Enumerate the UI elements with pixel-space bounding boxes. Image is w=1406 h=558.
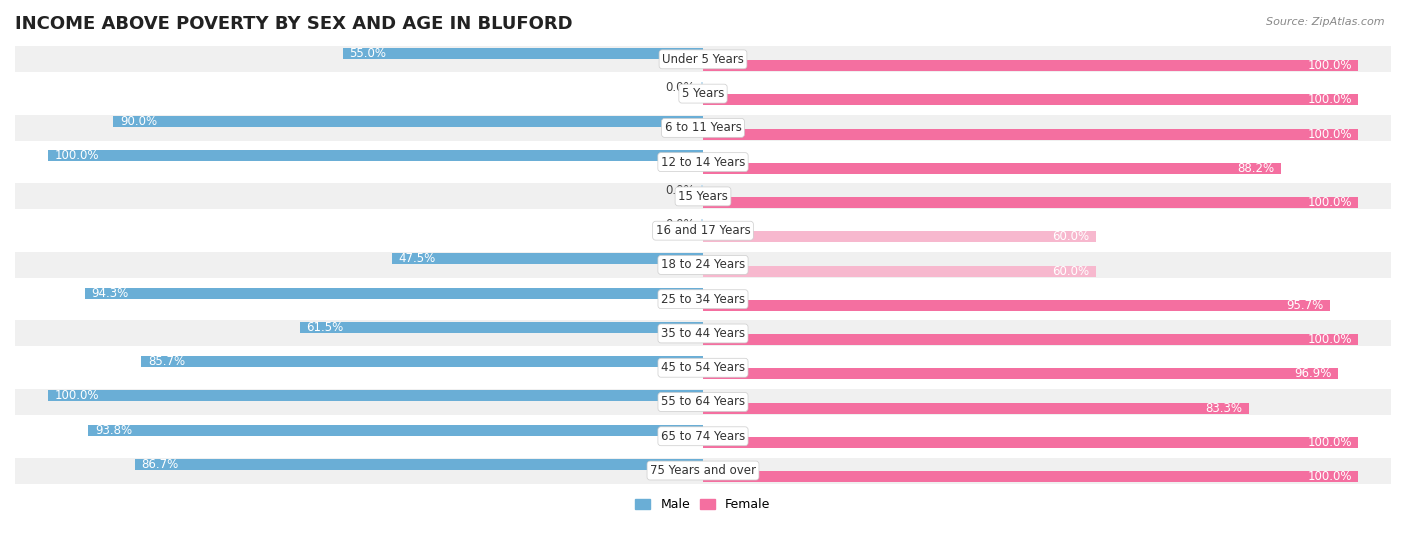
Text: 100.0%: 100.0% [55,389,98,402]
Bar [15,252,1391,278]
Bar [15,184,1391,209]
Bar [703,266,1097,277]
Text: INCOME ABOVE POVERTY BY SEX AND AGE IN BLUFORD: INCOME ABOVE POVERTY BY SEX AND AGE IN B… [15,15,572,33]
Bar [15,218,1391,244]
Text: Source: ZipAtlas.com: Source: ZipAtlas.com [1267,17,1385,27]
Bar [703,437,1358,448]
Bar [703,368,1339,379]
Bar [114,116,703,127]
Bar [703,232,1097,242]
Bar [703,334,1358,345]
Bar [15,286,1391,312]
Text: 55 to 64 Years: 55 to 64 Years [661,396,745,408]
Text: 61.5%: 61.5% [307,321,344,334]
Bar [703,300,1330,311]
Bar [703,94,1358,105]
Text: 100.0%: 100.0% [1308,436,1351,449]
Bar [702,185,703,196]
Text: 16 and 17 Years: 16 and 17 Years [655,224,751,237]
Text: 65 to 74 Years: 65 to 74 Years [661,430,745,442]
Text: 0.0%: 0.0% [665,81,695,94]
Text: 12 to 14 Years: 12 to 14 Years [661,156,745,169]
Bar [142,356,703,367]
Text: 83.3%: 83.3% [1205,402,1243,415]
Text: 93.8%: 93.8% [96,424,132,436]
Text: 95.7%: 95.7% [1286,299,1323,312]
Text: 88.2%: 88.2% [1237,162,1274,175]
Text: 25 to 34 Years: 25 to 34 Years [661,293,745,306]
Bar [703,403,1249,413]
Text: 94.3%: 94.3% [91,286,129,300]
Bar [15,115,1391,141]
Text: 60.0%: 60.0% [1053,230,1090,243]
Bar [703,60,1358,71]
Bar [15,458,1391,484]
Text: 100.0%: 100.0% [1308,59,1351,72]
Bar [15,389,1391,415]
Text: 0.0%: 0.0% [665,184,695,197]
Text: 100.0%: 100.0% [1308,128,1351,141]
Text: 15 Years: 15 Years [678,190,728,203]
Text: 75 Years and over: 75 Years and over [650,464,756,477]
Text: 100.0%: 100.0% [1308,93,1351,106]
Bar [703,128,1358,140]
Text: 100.0%: 100.0% [1308,196,1351,209]
Bar [15,149,1391,175]
Text: 18 to 24 Years: 18 to 24 Years [661,258,745,271]
Bar [48,151,703,161]
Text: 45 to 54 Years: 45 to 54 Years [661,361,745,374]
Text: 55.0%: 55.0% [349,47,387,60]
Bar [135,459,703,470]
Text: 100.0%: 100.0% [55,150,98,162]
Legend: Male, Female: Male, Female [630,493,776,516]
Text: 86.7%: 86.7% [142,458,179,471]
Text: 90.0%: 90.0% [120,115,157,128]
Text: 47.5%: 47.5% [398,252,436,265]
Bar [15,355,1391,381]
Text: 5 Years: 5 Years [682,87,724,100]
Bar [15,320,1391,347]
Bar [86,287,703,299]
Bar [702,82,703,93]
Bar [343,47,703,59]
Bar [48,391,703,401]
Bar [703,471,1358,482]
Bar [703,163,1281,174]
Text: 100.0%: 100.0% [1308,470,1351,483]
Bar [702,219,703,230]
Bar [703,197,1358,208]
Text: 35 to 44 Years: 35 to 44 Years [661,327,745,340]
Text: 100.0%: 100.0% [1308,333,1351,346]
Bar [15,423,1391,449]
Bar [15,46,1391,73]
Text: 60.0%: 60.0% [1053,264,1090,277]
Bar [89,425,703,436]
Text: 85.7%: 85.7% [148,355,186,368]
Text: 96.9%: 96.9% [1294,367,1331,381]
Text: Under 5 Years: Under 5 Years [662,53,744,66]
Text: 6 to 11 Years: 6 to 11 Years [665,122,741,134]
Bar [392,253,703,264]
Bar [299,322,703,333]
Bar [15,80,1391,107]
Text: 0.0%: 0.0% [665,218,695,231]
